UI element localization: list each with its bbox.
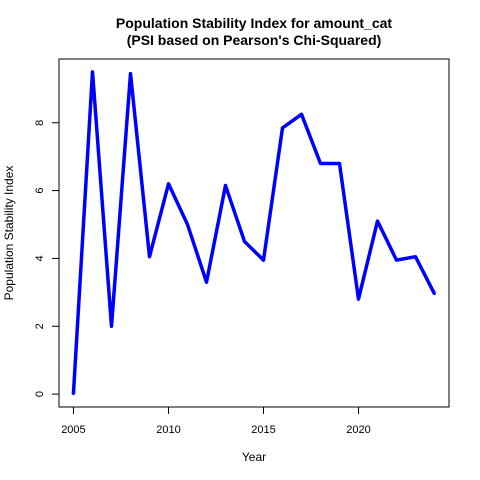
chart-title: Population Stability Index for amount_ca… (116, 15, 392, 31)
x-tick-label: 2005 (61, 424, 85, 436)
series-line (73, 72, 434, 394)
x-axis: 2005 2010 2015 2020 (61, 407, 371, 436)
y-axis: 0 2 4 6 8 (34, 120, 59, 397)
data-point (433, 293, 435, 295)
data-point (186, 223, 188, 225)
data-point (72, 393, 74, 395)
data-point (395, 259, 397, 261)
data-point (167, 183, 169, 185)
data-point (148, 256, 150, 258)
data-point (205, 281, 207, 283)
data-point (357, 298, 359, 300)
x-tick-label: 2010 (156, 424, 180, 436)
y-tick-label: 0 (34, 391, 46, 397)
x-tick-label: 2020 (346, 424, 370, 436)
data-point (414, 256, 416, 258)
y-tick-label: 4 (34, 255, 46, 261)
data-point (110, 325, 112, 327)
data-point (300, 113, 302, 115)
x-tick-label: 2015 (251, 424, 275, 436)
y-tick-label: 2 (34, 323, 46, 329)
data-point (262, 259, 264, 261)
data-point (338, 162, 340, 164)
x-axis-label: Year (242, 450, 266, 464)
y-axis-label: Population Stability Index (2, 166, 16, 301)
y-tick-label: 8 (34, 120, 46, 126)
chart-subtitle: (PSI based on Pearson's Chi-Squared) (127, 32, 382, 48)
data-point (224, 184, 226, 186)
data-point (376, 220, 378, 222)
y-tick-label: 6 (34, 188, 46, 194)
data-point (319, 162, 321, 164)
data-point (91, 71, 93, 73)
data-point (243, 240, 245, 242)
data-point (281, 127, 283, 129)
series-layer (72, 71, 436, 396)
data-point (129, 72, 131, 74)
